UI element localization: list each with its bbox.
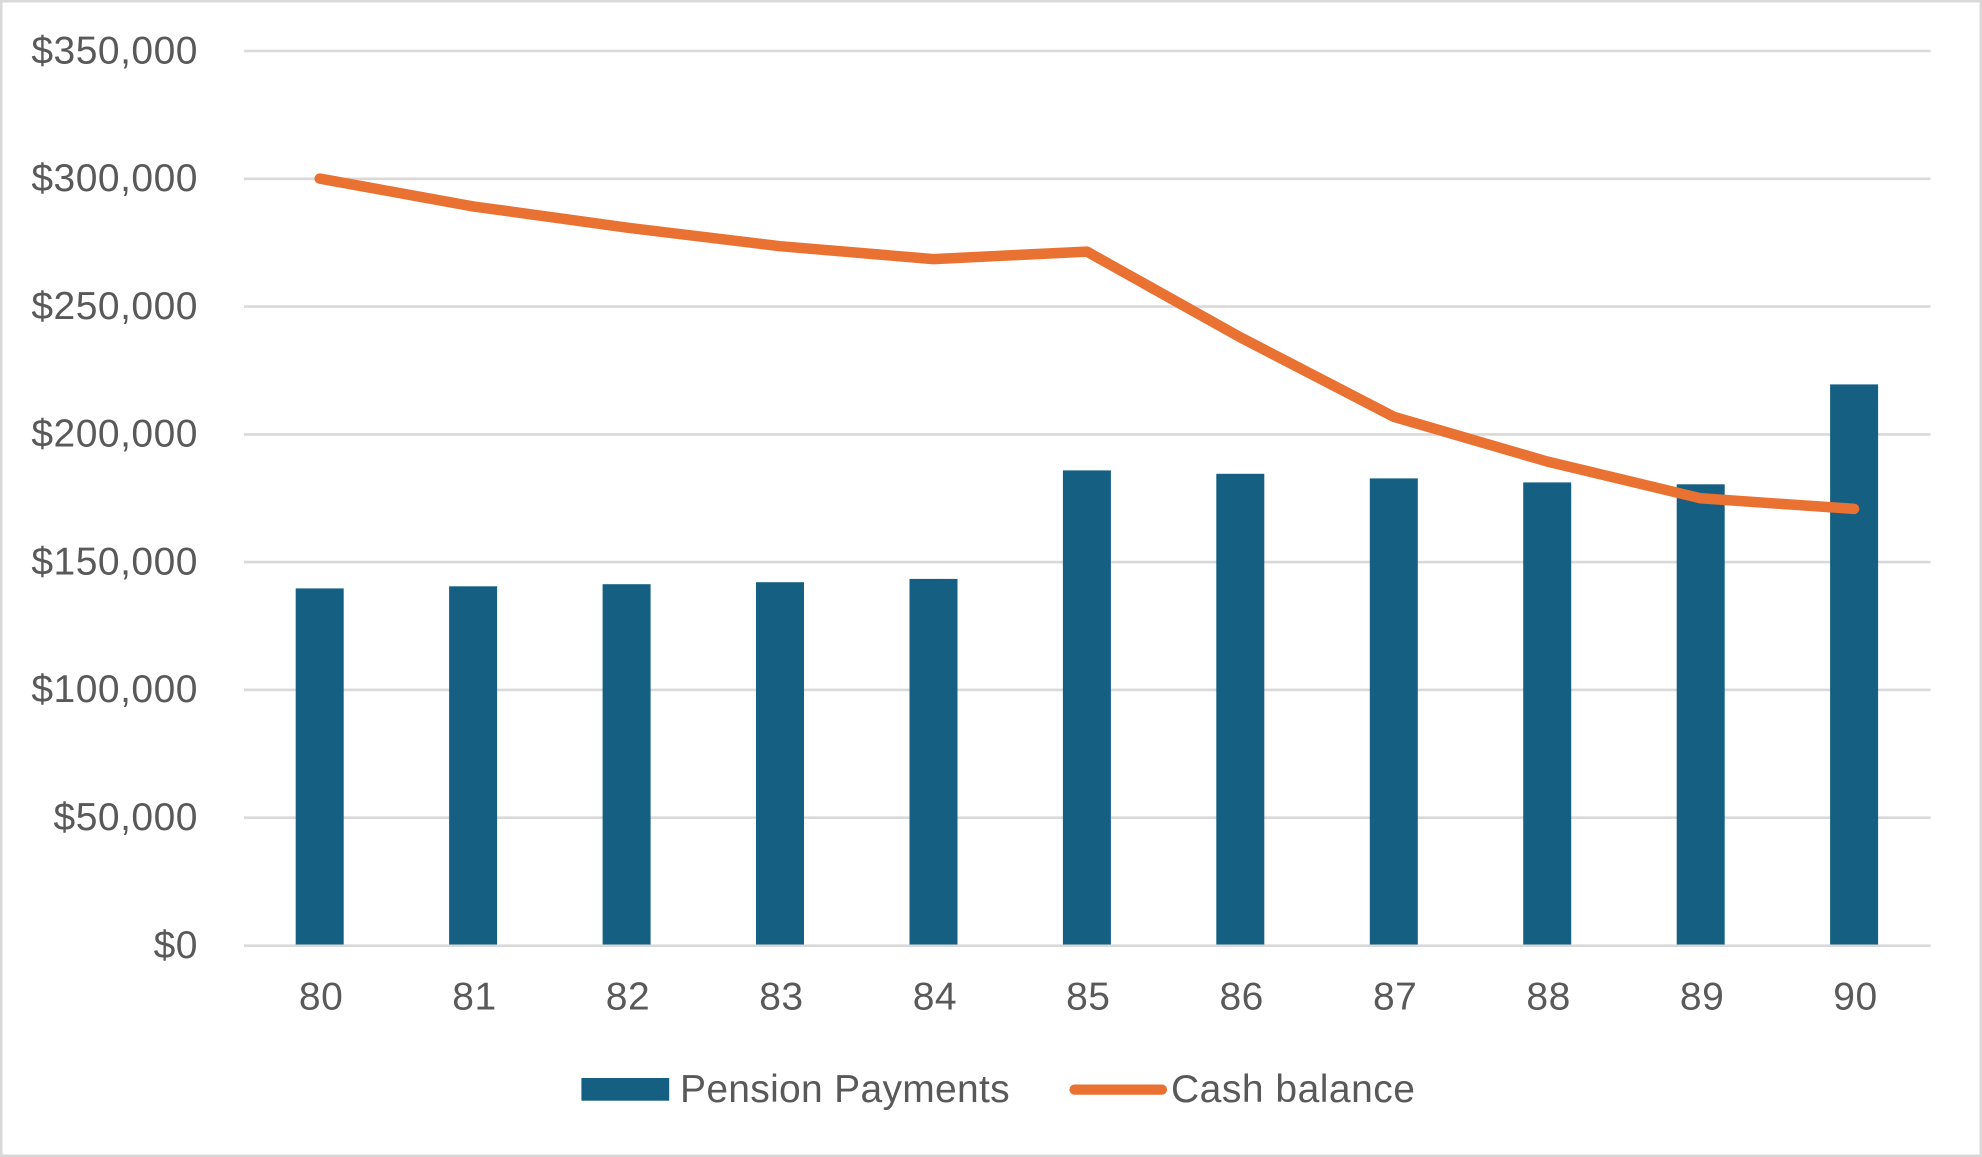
svg-text:83: 83 (759, 976, 803, 1019)
svg-text:88: 88 (1526, 976, 1570, 1019)
svg-text:Cash balance: Cash balance (1171, 1068, 1416, 1111)
svg-text:87: 87 (1373, 976, 1417, 1019)
svg-text:81: 81 (452, 976, 496, 1019)
svg-text:$300,000: $300,000 (31, 157, 198, 200)
svg-text:$100,000: $100,000 (31, 668, 198, 711)
svg-text:Pension Payments: Pension Payments (680, 1068, 1010, 1111)
svg-text:$150,000: $150,000 (31, 540, 198, 583)
svg-text:82: 82 (606, 976, 650, 1019)
svg-text:80: 80 (299, 976, 343, 1019)
svg-text:85: 85 (1066, 976, 1110, 1019)
svg-text:89: 89 (1680, 976, 1724, 1019)
svg-text:$250,000: $250,000 (31, 285, 198, 328)
svg-text:$0: $0 (154, 924, 198, 967)
svg-text:84: 84 (913, 976, 957, 1019)
svg-text:$350,000: $350,000 (31, 29, 198, 72)
svg-text:$50,000: $50,000 (54, 796, 198, 839)
svg-text:86: 86 (1220, 976, 1264, 1019)
svg-text:$200,000: $200,000 (31, 413, 198, 456)
svg-text:90: 90 (1833, 976, 1877, 1019)
